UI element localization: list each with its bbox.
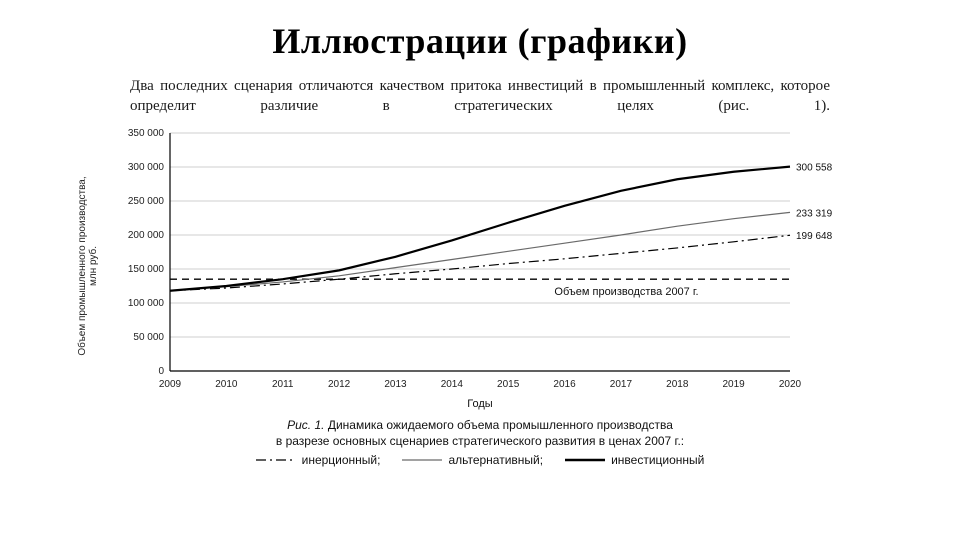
svg-text:2012: 2012 bbox=[328, 379, 351, 390]
legend-swatch-thin bbox=[402, 454, 442, 466]
svg-text:2011: 2011 bbox=[272, 379, 294, 390]
svg-text:250 000: 250 000 bbox=[128, 196, 165, 207]
svg-text:2014: 2014 bbox=[441, 379, 464, 390]
chart-container: Объем промышленного производства,млн руб… bbox=[100, 121, 860, 411]
svg-text:0: 0 bbox=[158, 366, 164, 377]
svg-text:150 000: 150 000 bbox=[128, 264, 165, 275]
caption-line-2: в разрезе основных сценариев стратегичес… bbox=[276, 434, 684, 448]
legend: инерционный; альтернативный; инвестиционны… bbox=[50, 453, 910, 467]
svg-text:2019: 2019 bbox=[723, 379, 746, 390]
svg-text:2009: 2009 bbox=[159, 379, 182, 390]
legend-item: инвестиционный bbox=[565, 453, 704, 467]
svg-text:Объем производства 2007 г.: Объем производства 2007 г. bbox=[554, 286, 698, 298]
legend-label: инвестиционный bbox=[611, 453, 704, 467]
figure-label: Рис. 1. bbox=[287, 418, 324, 432]
svg-text:300 558: 300 558 bbox=[796, 162, 833, 173]
svg-text:2017: 2017 bbox=[610, 379, 633, 390]
intro-paragraph: Два последних сценария отличаются качест… bbox=[130, 76, 830, 117]
line-chart: 0 50 000 100 000 150 000 200 000 250 000 300 0… bbox=[100, 121, 860, 411]
svg-text:Годы: Годы bbox=[467, 398, 493, 410]
legend-label: инерционный; bbox=[302, 453, 381, 467]
page-title: Иллюстрации (графики) bbox=[50, 20, 910, 62]
svg-text:100 000: 100 000 bbox=[128, 298, 165, 309]
chart-y-axis-label: Объем промышленного производства,млн руб… bbox=[77, 176, 99, 355]
svg-text:2015: 2015 bbox=[497, 379, 520, 390]
svg-text:350 000: 350 000 bbox=[128, 128, 165, 139]
legend-swatch-thick bbox=[565, 454, 605, 466]
svg-text:199 648: 199 648 bbox=[796, 231, 833, 242]
svg-text:2020: 2020 bbox=[779, 379, 802, 390]
legend-swatch-dashdot bbox=[256, 454, 296, 466]
svg-text:2018: 2018 bbox=[666, 379, 689, 390]
svg-text:50 000: 50 000 bbox=[133, 332, 164, 343]
svg-text:2013: 2013 bbox=[384, 379, 407, 390]
svg-text:2010: 2010 bbox=[215, 379, 238, 390]
slide: Иллюстрации (графики) Два последних сцен… bbox=[0, 0, 960, 540]
legend-item: альтернативный; bbox=[402, 453, 543, 467]
legend-label: альтернативный; bbox=[448, 453, 543, 467]
legend-item: инерционный; bbox=[256, 453, 381, 467]
svg-text:2016: 2016 bbox=[553, 379, 576, 390]
figure-caption: Рис. 1. Динамика ожидаемого объема промы… bbox=[50, 417, 910, 449]
svg-text:233 319: 233 319 bbox=[796, 208, 833, 219]
svg-text:200 000: 200 000 bbox=[128, 230, 165, 241]
svg-text:300 000: 300 000 bbox=[128, 162, 165, 173]
caption-line-1: Динамика ожидаемого объема промышленного… bbox=[328, 418, 673, 432]
